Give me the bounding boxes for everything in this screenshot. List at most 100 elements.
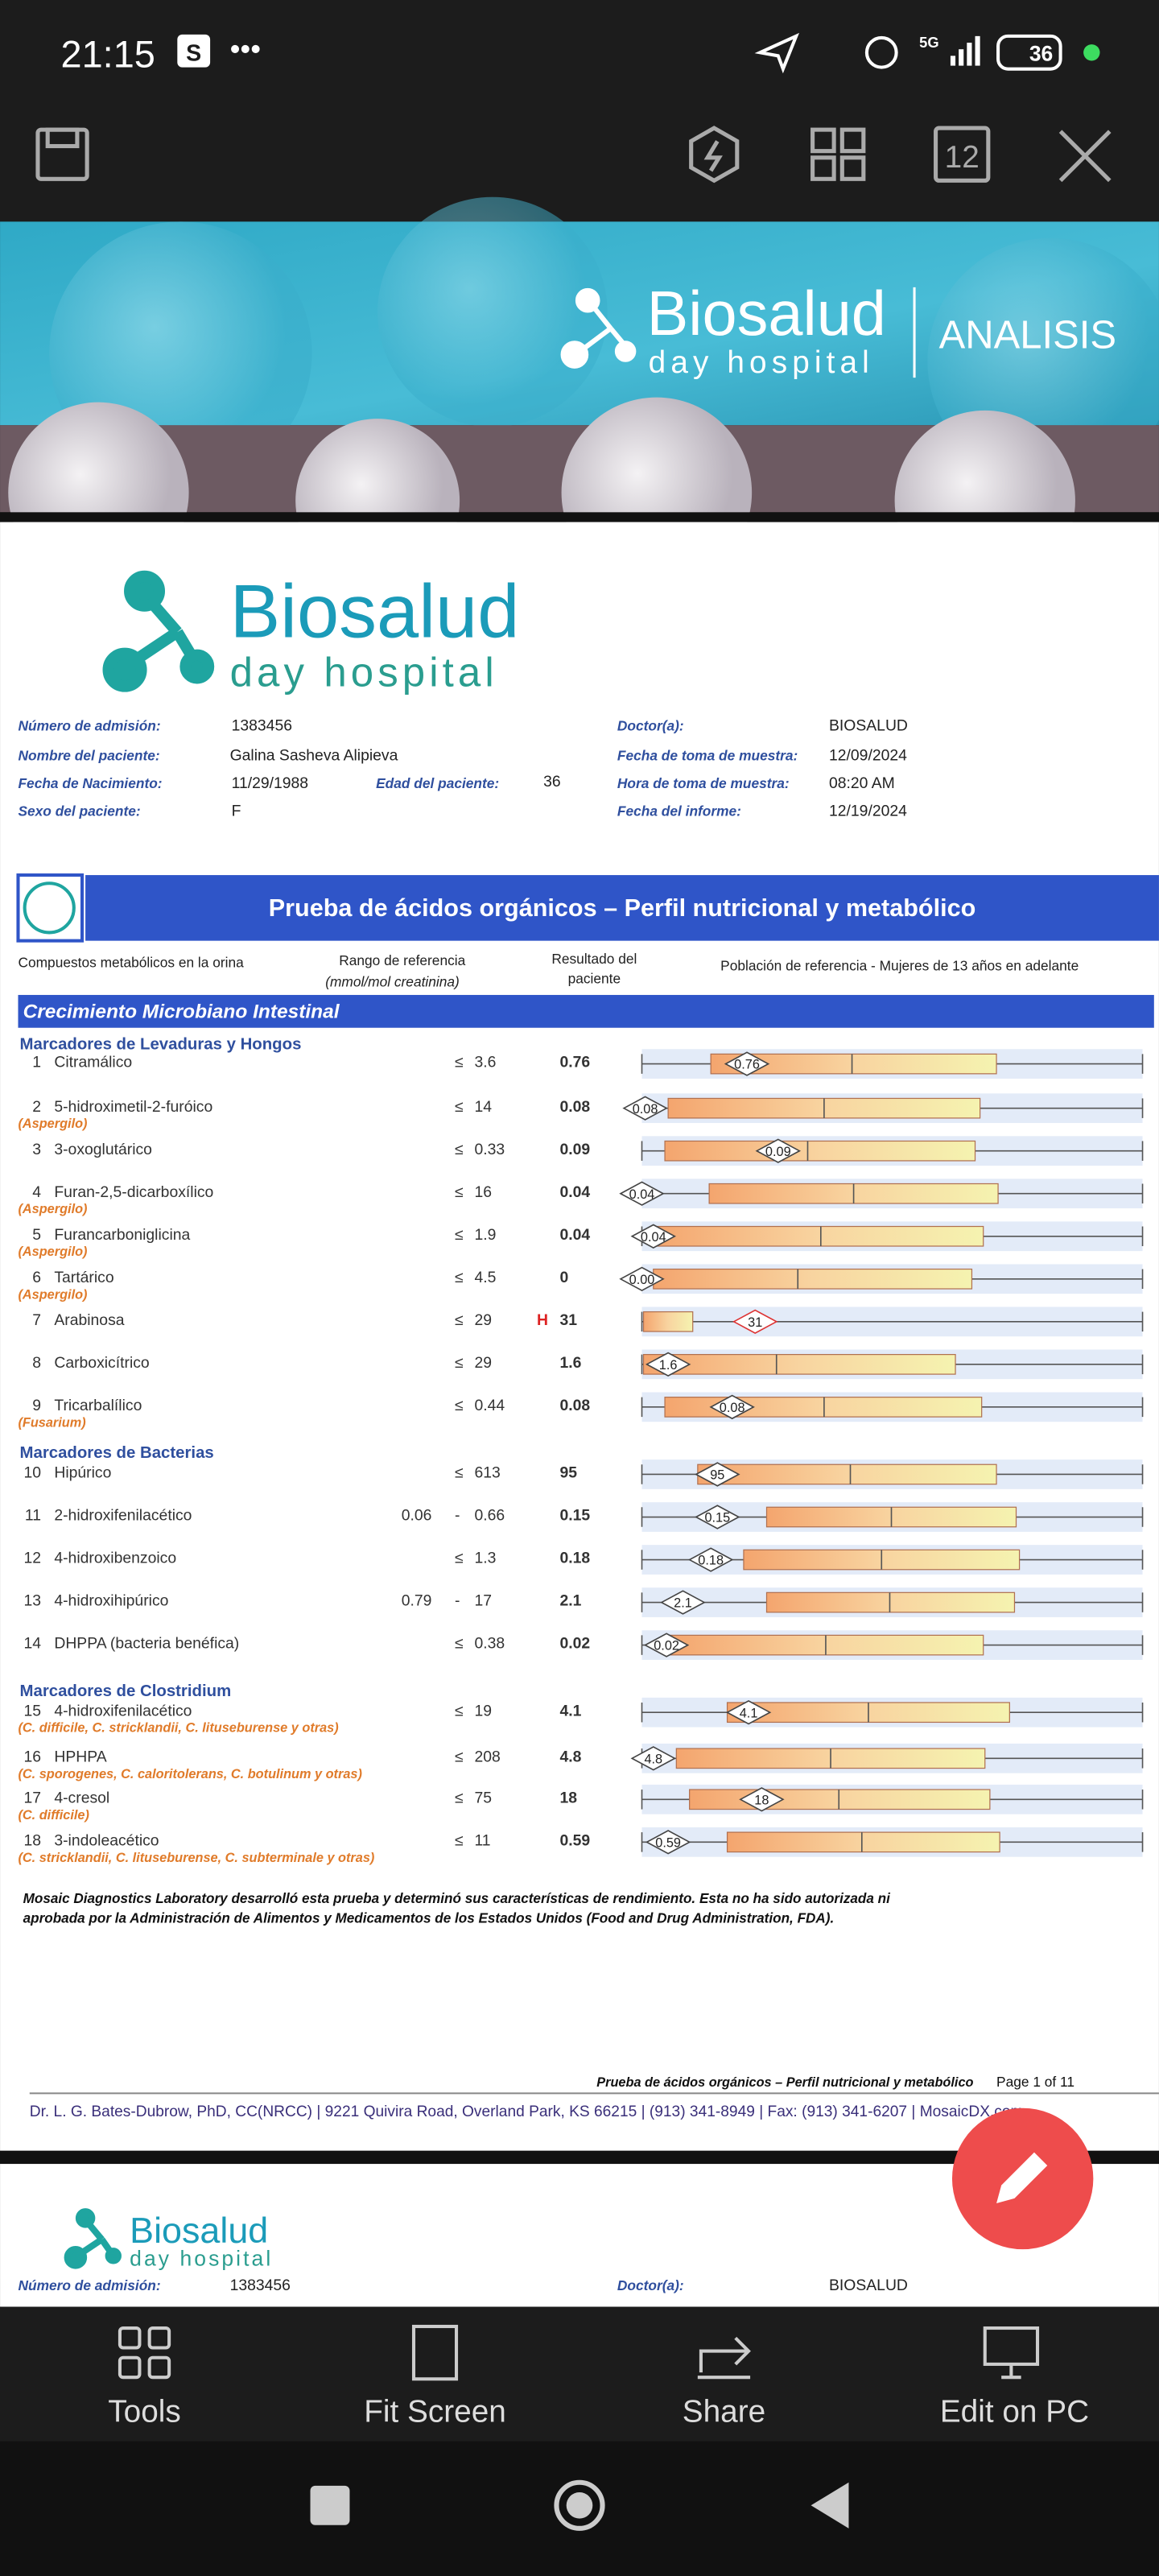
range-op: ≤ (455, 1831, 464, 1849)
more-dots: ••• (230, 32, 262, 65)
result: 31 (560, 1311, 578, 1329)
bottom-icons[interactable] (118, 2324, 1040, 2381)
organism: (Fusarium) (18, 1415, 85, 1430)
row-number: 14 (23, 1635, 41, 1653)
bottom-button[interactable]: Tools (108, 2394, 180, 2429)
range-low: 0.79 (402, 1592, 432, 1610)
result-marker (660, 1590, 706, 1615)
banner-logo (560, 287, 637, 369)
range-high: 1.9 (474, 1226, 496, 1244)
result: 0.18 (560, 1550, 591, 1567)
range-high: 16 (474, 1183, 492, 1201)
section-band (18, 994, 1154, 1028)
compound: Citramálico (54, 1054, 132, 1071)
row-number: 6 (32, 1269, 41, 1286)
nav-recent[interactable] (310, 2485, 350, 2525)
nav-back[interactable] (810, 2482, 849, 2529)
compound: Furan-2,5-dicarboxílico (54, 1183, 213, 1201)
marker-label: 0.08 (720, 1401, 745, 1415)
organism: (Aspergilo) (18, 1287, 87, 1302)
range-low: 0.06 (402, 1507, 432, 1525)
row-number: 7 (32, 1311, 41, 1329)
result-marker (724, 1051, 770, 1076)
organism: (Aspergilo) (18, 1117, 87, 1131)
result: 0.09 (560, 1141, 591, 1158)
range-high: 1.3 (474, 1550, 496, 1567)
result: 4.8 (560, 1748, 582, 1765)
range-high: 0.33 (474, 1141, 505, 1158)
bottom-button[interactable]: Fit Screen (364, 2394, 506, 2429)
range-box (642, 1353, 956, 1375)
range-op: ≤ (455, 1397, 464, 1414)
compound: 3-indoleacético (54, 1831, 159, 1849)
result: 0.08 (560, 1098, 591, 1116)
result: 0.76 (560, 1054, 591, 1071)
group-title: Marcadores de Levaduras y Hongos (20, 1035, 302, 1053)
field-label: Número de admisión: (18, 2277, 160, 2293)
row-number: 5 (32, 1226, 41, 1244)
logo-brand: Biosalud (230, 568, 520, 653)
range-high: 0.38 (474, 1635, 505, 1653)
page2-logo (64, 2208, 122, 2269)
field-value: 1383456 (230, 2277, 291, 2294)
range-op: - (455, 1507, 460, 1525)
result: 1.6 (560, 1354, 582, 1372)
result-marker (619, 1181, 665, 1206)
result-marker (645, 1830, 691, 1855)
range-high: 208 (474, 1748, 500, 1765)
disclaimer: Mosaic Diagnostics Laboratory desarrolló… (23, 1890, 892, 1906)
bottom-button[interactable]: Edit on PC (940, 2394, 1089, 2429)
result: 2.1 (560, 1592, 582, 1610)
field-value: 12/19/2024 (829, 803, 907, 820)
range-op: - (455, 1592, 460, 1610)
range-op: ≤ (455, 1702, 464, 1719)
status-icons (177, 32, 1062, 74)
row-number: 11 (25, 1507, 41, 1525)
organism: (C. difficile, C. stricklandii, C. litus… (18, 1721, 338, 1736)
result-marker (622, 1096, 668, 1121)
result: 18 (560, 1789, 578, 1806)
result: 0 (560, 1269, 569, 1286)
footer-title: Prueba de ácidos orgánicos – Perfil nutr… (596, 2075, 973, 2090)
banner-tagline: day hospital (649, 345, 874, 380)
compound: Carboxicítrico (54, 1354, 149, 1372)
compound: HPHPA (54, 1748, 106, 1765)
range-op: ≤ (455, 1354, 464, 1372)
row-number: 9 (32, 1397, 41, 1414)
range-high: 4.5 (474, 1269, 496, 1286)
logo-tagline: day hospital (130, 2247, 273, 2271)
range-high: 0.66 (474, 1507, 505, 1525)
title-icon (16, 873, 85, 943)
range-box (765, 1591, 1016, 1613)
result-marker (630, 1224, 677, 1249)
row-number: 12 (23, 1550, 41, 1567)
toolbar-icons[interactable] (35, 126, 1112, 184)
compound: 4-hidroxifenilacético (54, 1702, 192, 1719)
field-label: Nombre del paciente: (18, 747, 159, 763)
network: 5G (919, 34, 938, 51)
marker-label: 2.1 (674, 1596, 692, 1611)
bottom-button[interactable]: Share (683, 2394, 765, 2429)
result-marker (643, 1633, 690, 1657)
result-marker (709, 1394, 755, 1420)
marker-label: 0.04 (641, 1230, 666, 1245)
report-title: Prueba de ácidos orgánicos – Perfil nutr… (269, 894, 976, 922)
row-number: 17 (23, 1789, 41, 1806)
nav-home[interactable] (554, 2479, 605, 2531)
compound: 4-cresol (54, 1789, 109, 1806)
field-value: BIOSALUD (829, 2277, 908, 2294)
compound: 3-oxoglutárico (54, 1141, 152, 1158)
row-number: 3 (32, 1141, 41, 1158)
s-icon: S (186, 40, 201, 66)
result-marker (630, 1746, 677, 1771)
fab[interactable] (951, 2107, 1094, 2250)
page-number: 12 (945, 140, 980, 175)
col-header: Rango de referencia (339, 952, 465, 968)
range-high: 613 (474, 1464, 500, 1482)
range-op: ≤ (455, 1748, 464, 1765)
bottom-bar (0, 2306, 1159, 2442)
marker-label: 0.59 (655, 1835, 681, 1850)
marker-label: 4.8 (644, 1752, 662, 1766)
logo-tagline: day hospital (230, 650, 498, 696)
